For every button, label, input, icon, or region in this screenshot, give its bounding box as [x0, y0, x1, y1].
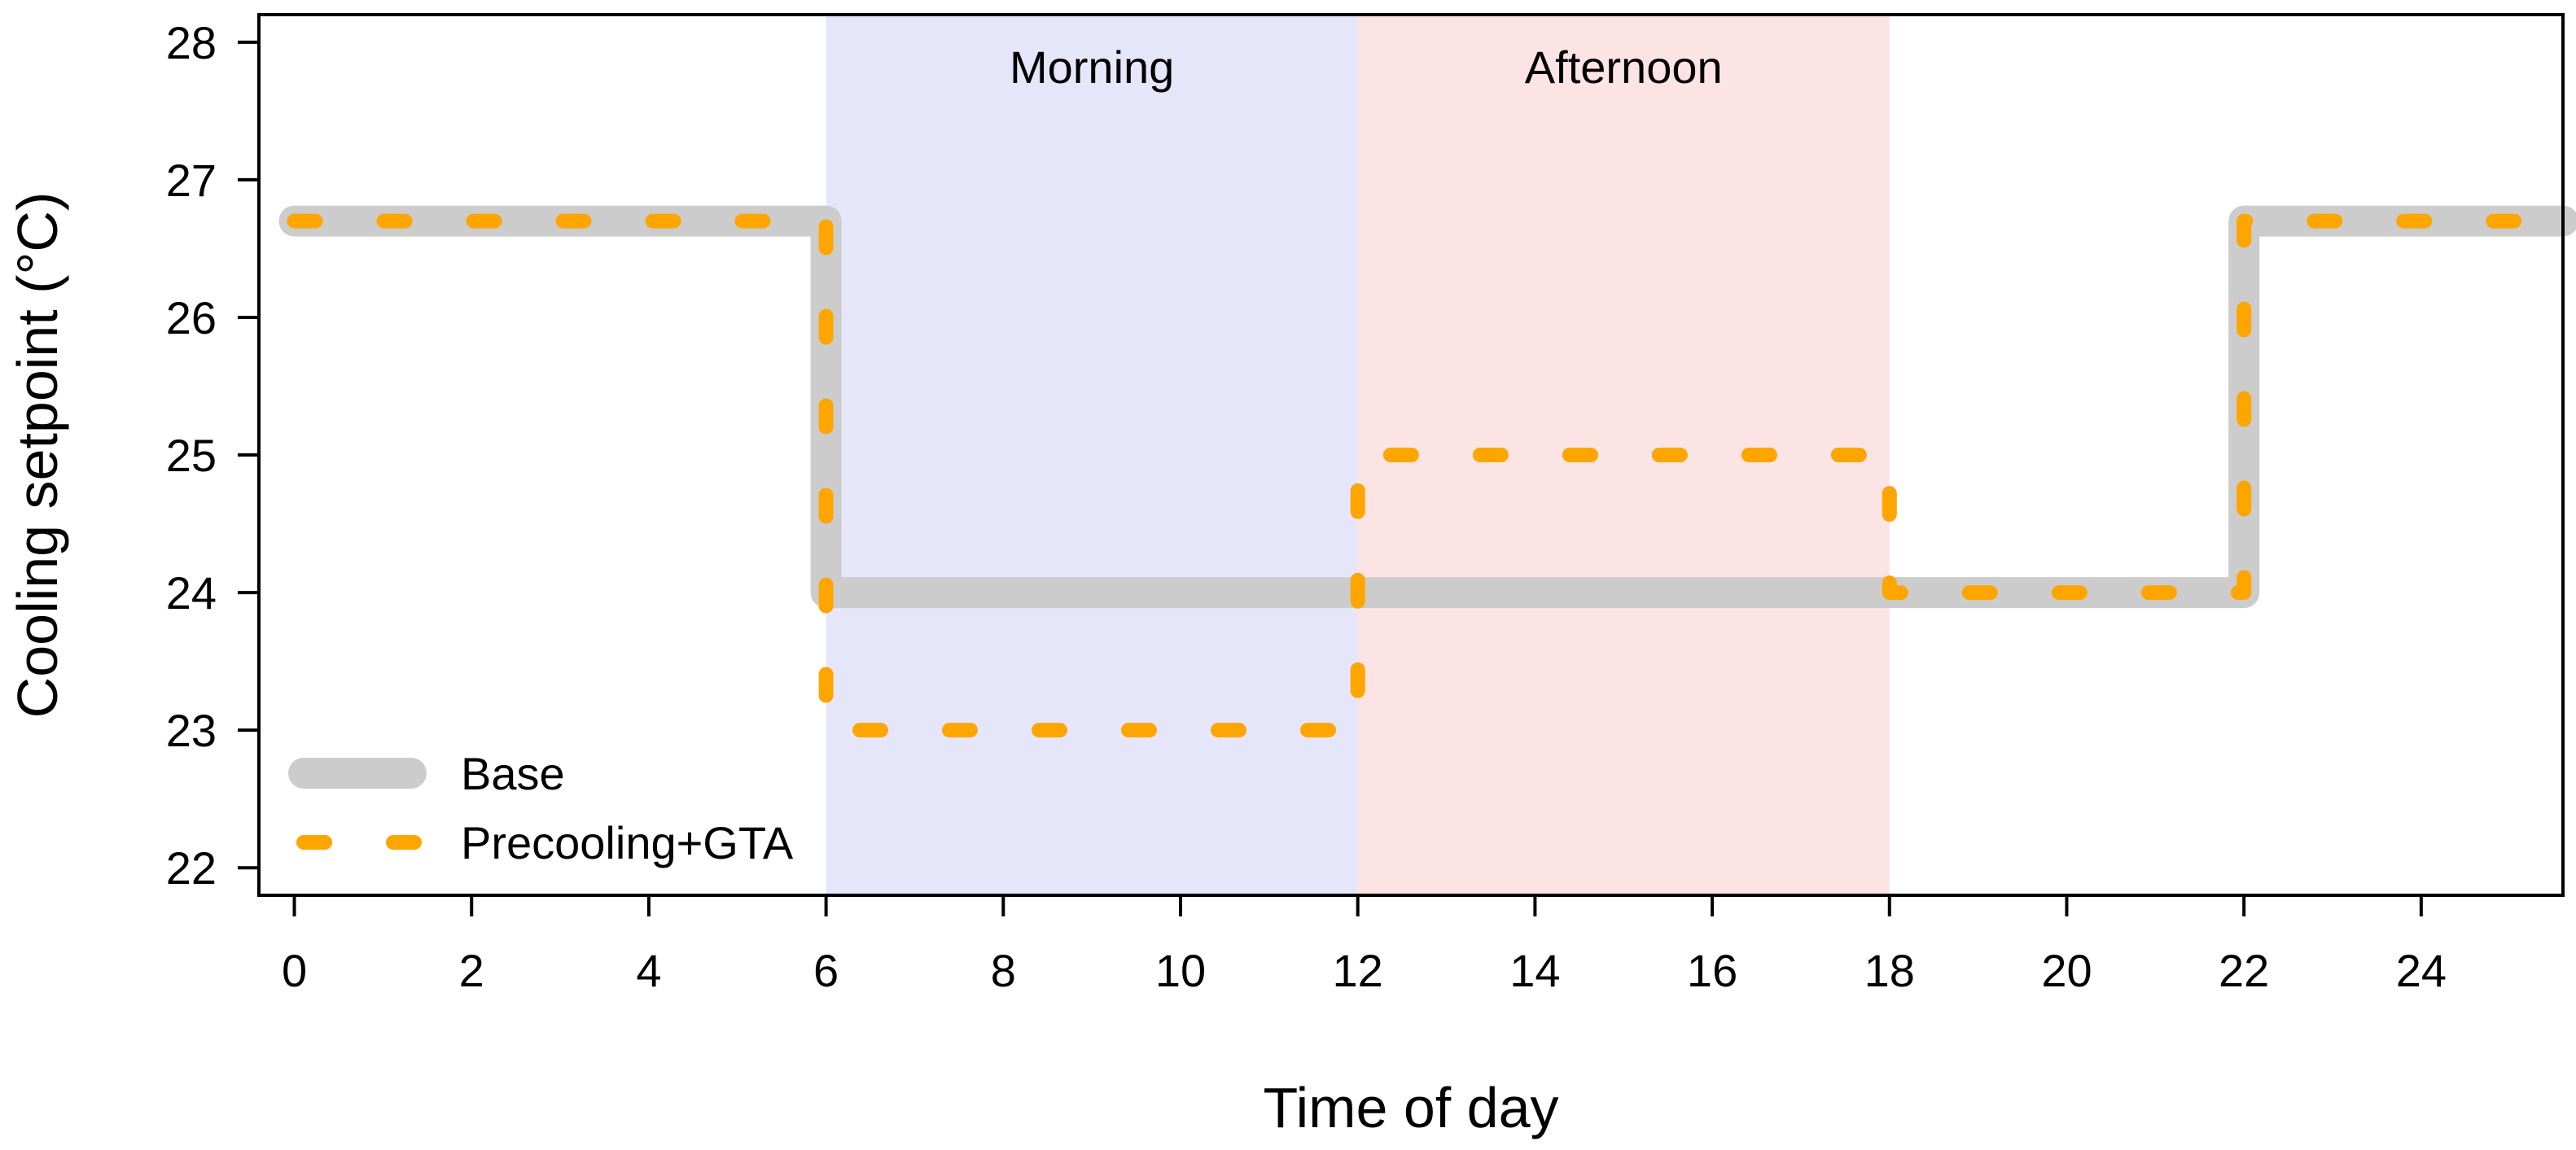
- x-tick-label: 12: [1333, 945, 1383, 996]
- y-axis-title: Cooling setpoint (°C): [6, 192, 69, 719]
- x-tick-label: 4: [636, 945, 661, 996]
- period-band-afternoon: [1357, 15, 1890, 895]
- period-label-morning: Morning: [1010, 42, 1174, 93]
- y-tick-label: 28: [166, 17, 217, 68]
- x-tick-label: 16: [1687, 945, 1737, 996]
- y-tick-label: 22: [166, 842, 217, 894]
- x-axis-title: Time of day: [1263, 1076, 1558, 1139]
- legend-label-base: Base: [461, 748, 565, 799]
- series-layer: [278, 205, 2576, 738]
- x-tick-label: 20: [2041, 945, 2092, 996]
- y-tick-label: 26: [166, 292, 217, 343]
- period-bands: [826, 15, 1890, 895]
- y-tick-label: 24: [166, 567, 217, 619]
- x-tick-label: 0: [282, 945, 307, 996]
- x-tick-label: 24: [2396, 945, 2447, 996]
- x-tick-label: 18: [1864, 945, 1915, 996]
- x-tick-label: 14: [1509, 945, 1560, 996]
- series-line-precooling-gta: [287, 213, 2570, 738]
- legend: Base Precooling+GTA: [288, 748, 794, 868]
- x-tick-label: 8: [991, 945, 1016, 996]
- y-tick-label: 25: [166, 430, 217, 481]
- period-labels: Morning Afternoon: [1010, 42, 1723, 93]
- y-tick-label: 27: [166, 155, 217, 206]
- y-tick-label: 23: [166, 705, 217, 756]
- x-tick-label: 22: [2219, 945, 2269, 996]
- period-band-morning: [826, 15, 1358, 895]
- x-tick-label: 6: [813, 945, 839, 996]
- legend-label-precooling-gta: Precooling+GTA: [461, 817, 794, 868]
- period-label-afternoon: Afternoon: [1525, 42, 1723, 93]
- x-tick-label: 2: [459, 945, 484, 996]
- x-tick-label: 10: [1155, 945, 1206, 996]
